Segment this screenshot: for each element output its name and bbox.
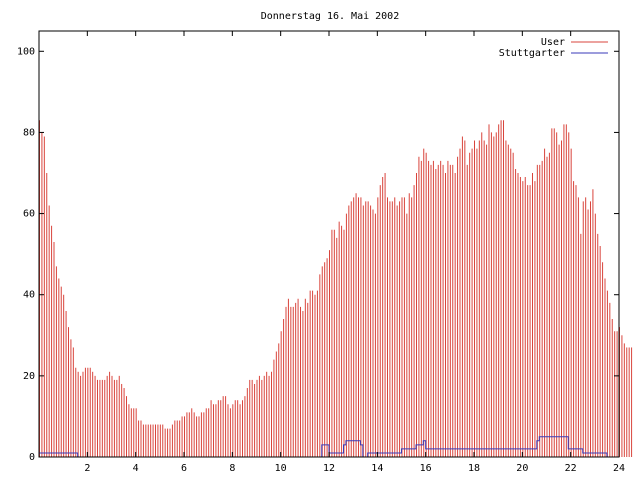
chart-title: Donnerstag 16. Mai 2002 bbox=[261, 11, 399, 22]
x-tick-label: 24 bbox=[613, 463, 625, 474]
x-tick-label: 14 bbox=[371, 463, 383, 474]
x-tick-label: 6 bbox=[181, 463, 187, 474]
legend-label-stuttgarter: Stuttgarter bbox=[499, 48, 565, 59]
y-tick-label: 60 bbox=[23, 209, 35, 220]
stuttgarter-line bbox=[39, 436, 620, 458]
legend-label-user: User bbox=[541, 37, 565, 48]
x-tick-label: 12 bbox=[323, 463, 335, 474]
plot-area bbox=[39, 120, 633, 458]
x-tick-label: 10 bbox=[275, 463, 287, 474]
y-tick-label: 100 bbox=[17, 46, 35, 57]
y-tick-label: 80 bbox=[23, 127, 35, 138]
x-tick-label: 22 bbox=[565, 463, 577, 474]
x-tick-label: 4 bbox=[133, 463, 139, 474]
y-tick-label: 20 bbox=[23, 371, 35, 382]
x-tick-label: 2 bbox=[84, 463, 90, 474]
x-tick-label: 18 bbox=[468, 463, 480, 474]
legend: User Stuttgarter bbox=[499, 37, 608, 59]
x-tick-label: 8 bbox=[229, 463, 235, 474]
x-tick-label: 20 bbox=[516, 463, 528, 474]
x-tick-label: 16 bbox=[420, 463, 432, 474]
y-tick-label: 40 bbox=[23, 290, 35, 301]
y-tick-label: 0 bbox=[29, 452, 35, 463]
